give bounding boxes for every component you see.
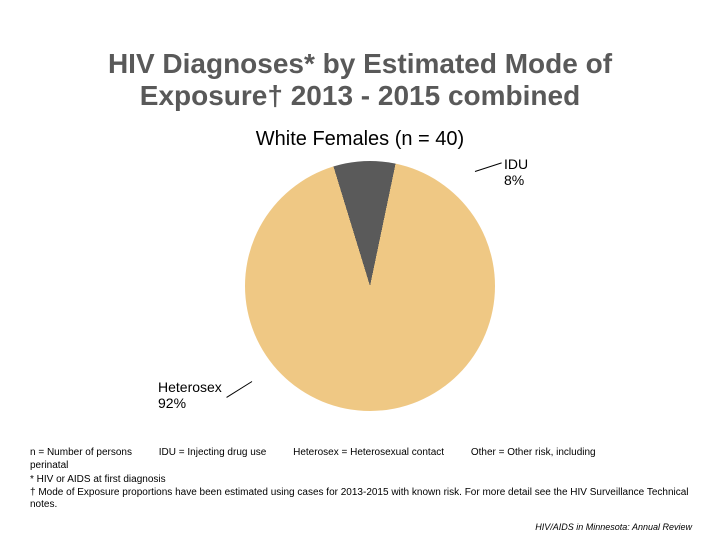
footnote-other: Other = Other risk, including xyxy=(471,447,596,458)
callout-heterosex: Heterosex 92% xyxy=(158,379,222,411)
footnote-dagger: † Mode of Exposure proportions have been… xyxy=(30,487,690,510)
callout-idu: IDU 8% xyxy=(504,156,528,188)
title-line1: HIV Diagnoses* by Estimated Mode of xyxy=(108,48,612,79)
chart-area: IDU 8% Heterosex 92% xyxy=(0,151,720,451)
footnote-legend-cont: perinatal xyxy=(30,460,690,472)
pie-holder xyxy=(245,161,495,411)
callout-het-value: 92% xyxy=(158,395,186,411)
source-citation: HIV/AIDS in Minnesota: Annual Review xyxy=(535,522,692,532)
callout-idu-label: IDU xyxy=(504,156,528,172)
pie-chart xyxy=(245,161,495,411)
footnote-asterisk: * HIV or AIDS at first diagnosis xyxy=(30,474,690,486)
footnote-legend: n = Number of persons IDU = Injecting dr… xyxy=(30,447,690,459)
footnote-idu: IDU = Injecting drug use xyxy=(159,447,267,458)
footnotes: n = Number of persons IDU = Injecting dr… xyxy=(30,447,690,513)
callout-het-label: Heterosex xyxy=(158,379,222,395)
chart-subtitle: White Females (n = 40) xyxy=(0,128,720,151)
callout-idu-value: 8% xyxy=(504,172,524,188)
title-line2: Exposure† 2013 - 2015 combined xyxy=(140,80,580,111)
chart-title: HIV Diagnoses* by Estimated Mode of Expo… xyxy=(0,0,720,122)
footnote-n: n = Number of persons xyxy=(30,447,132,458)
footnote-het: Heterosex = Heterosexual contact xyxy=(293,447,444,458)
